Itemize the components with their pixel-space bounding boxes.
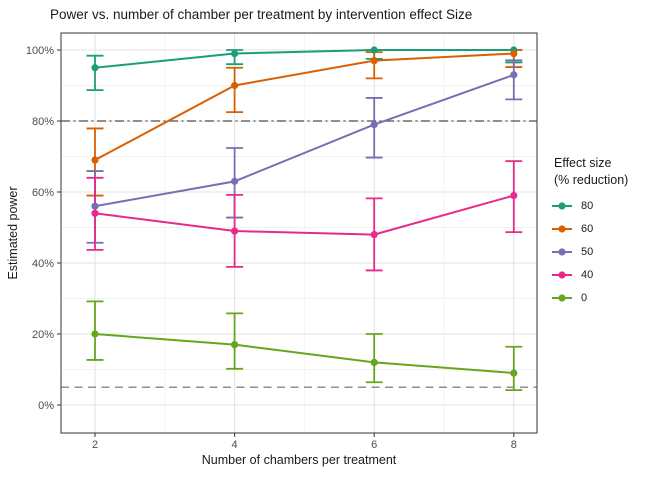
data-point-40 bbox=[91, 209, 99, 217]
legend-title-line1: Effect size bbox=[554, 156, 612, 170]
data-point-0 bbox=[370, 358, 378, 366]
y-tick-label: 60% bbox=[32, 187, 54, 199]
legend-key-icon bbox=[552, 202, 572, 210]
data-point-60 bbox=[370, 57, 378, 65]
legend-title-line2: (% reduction) bbox=[554, 173, 629, 187]
data-point-60 bbox=[91, 156, 99, 164]
data-point-40 bbox=[510, 191, 518, 200]
x-tick-label: 6 bbox=[371, 439, 377, 451]
legend-key-icon bbox=[552, 294, 572, 302]
data-point-80 bbox=[370, 46, 378, 54]
series-line-60 bbox=[94, 52, 514, 161]
data-point-60 bbox=[510, 49, 518, 58]
y-tick-label: 80% bbox=[32, 116, 54, 128]
series-line-0 bbox=[94, 333, 514, 375]
legend-item-label: 0 bbox=[581, 292, 588, 304]
legend-key-point bbox=[558, 225, 566, 233]
legend-key-icon bbox=[552, 248, 572, 256]
data-point-50 bbox=[91, 202, 99, 210]
legend-item-80: 80 bbox=[551, 199, 628, 213]
data-point-0 bbox=[91, 330, 99, 338]
data-point-0 bbox=[510, 369, 518, 377]
series-line-50 bbox=[94, 73, 515, 208]
panel-border bbox=[60, 32, 538, 434]
legend-item-label: 40 bbox=[581, 269, 594, 281]
data-point-80 bbox=[91, 64, 99, 72]
legend-item-50: 50 bbox=[551, 245, 628, 259]
data-point-40 bbox=[370, 231, 378, 239]
y-tick-label: 0% bbox=[38, 400, 54, 412]
series-line-40 bbox=[94, 194, 515, 236]
legend-item-label: 80 bbox=[581, 200, 594, 212]
y-tick-label: 40% bbox=[32, 258, 54, 270]
y-tick-label: 20% bbox=[32, 329, 54, 341]
data-point-40 bbox=[231, 227, 239, 235]
legend-key-icon bbox=[552, 225, 572, 233]
legend-item-40: 40 bbox=[551, 268, 628, 282]
x-tick-label: 4 bbox=[232, 439, 238, 451]
legend-item-60: 60 bbox=[551, 222, 628, 236]
data-point-60 bbox=[231, 81, 239, 90]
x-axis-title: Number of chambers per treatment bbox=[201, 453, 397, 467]
legend-key-point bbox=[558, 248, 566, 256]
legend-key-icon bbox=[552, 271, 572, 279]
legend-item-label: 50 bbox=[581, 246, 594, 258]
legend-title: Effect size (% reduction) bbox=[554, 155, 628, 189]
x-tick-label: 8 bbox=[511, 439, 517, 451]
data-point-0 bbox=[231, 341, 239, 349]
legend-items: 80 60 50 40 0 bbox=[551, 199, 628, 305]
data-point-50 bbox=[510, 71, 518, 79]
series-line-80 bbox=[94, 49, 514, 69]
chart-title: Power vs. number of chamber per treatmen… bbox=[50, 7, 473, 22]
data-point-80 bbox=[231, 49, 239, 58]
legend-key-point bbox=[558, 294, 566, 302]
legend-item-0: 0 bbox=[551, 291, 628, 305]
data-point-50 bbox=[231, 177, 239, 185]
legend-key-point bbox=[558, 202, 566, 210]
legend: Effect size (% reduction) 80 60 50 40 0 bbox=[551, 155, 628, 314]
y-tick-label: 100% bbox=[26, 45, 54, 57]
legend-key-point bbox=[558, 271, 566, 279]
legend-item-label: 60 bbox=[581, 223, 594, 235]
x-tick-label: 2 bbox=[92, 439, 98, 451]
data-point-50 bbox=[370, 120, 378, 129]
